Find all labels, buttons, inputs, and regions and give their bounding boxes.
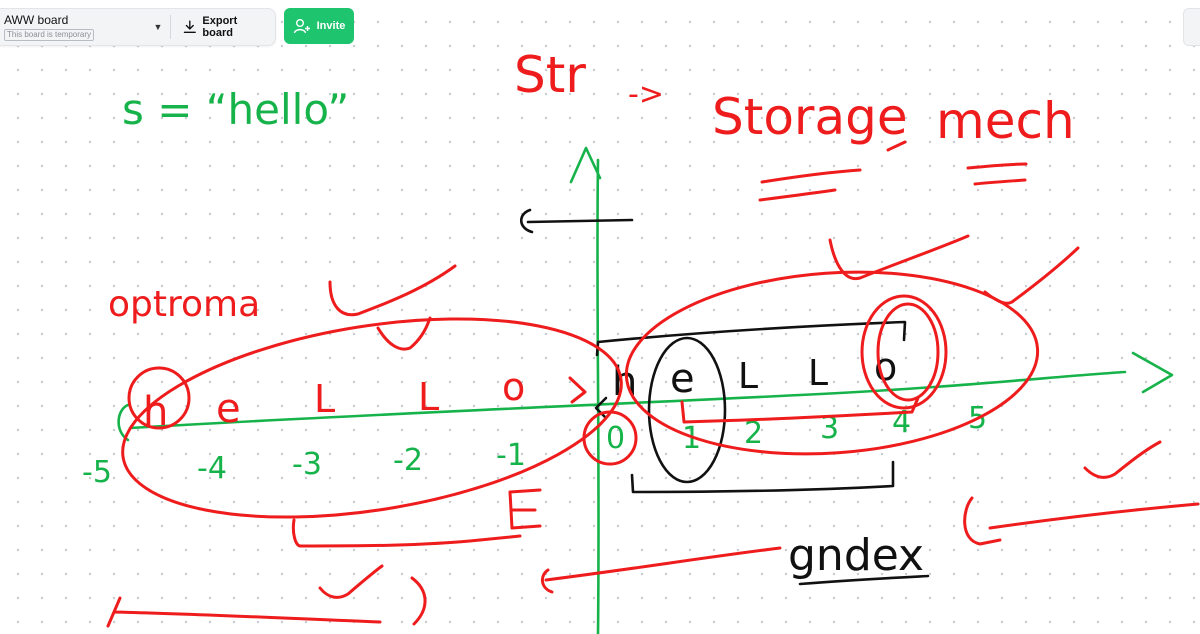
pos-index-4: 4	[892, 405, 911, 440]
zero-arrow-red	[568, 376, 587, 404]
horizontal-axis	[128, 370, 1127, 430]
mech-underline-1	[966, 162, 1028, 170]
optional-label: optroma	[108, 284, 260, 325]
add-user-icon	[293, 19, 310, 34]
tick-left-top	[328, 264, 457, 317]
download-icon	[183, 20, 196, 34]
zero-circle	[582, 410, 638, 466]
pos-index-1: 1	[682, 421, 701, 456]
board-name-selector[interactable]: AWW board This board is temporary	[0, 13, 150, 41]
tick-left-mid	[376, 316, 432, 351]
pos-index-0: 0	[606, 421, 625, 456]
neg-index-4: -4	[197, 451, 227, 486]
mech-label: mech	[936, 92, 1075, 150]
right-letter-l2: L	[808, 353, 828, 394]
right-letter-l1: L	[738, 356, 758, 397]
arrow-bottom-left	[106, 596, 382, 628]
o-circle	[860, 294, 948, 410]
index-underline	[798, 574, 930, 586]
str-arrow: ->	[628, 77, 664, 112]
range-underline	[680, 396, 920, 424]
zero-arrow	[594, 396, 608, 420]
chevron-down-icon[interactable]: ▼	[153, 22, 163, 32]
left-letter-o: o	[502, 365, 525, 409]
left-arrow	[519, 208, 634, 234]
highlight-e-ellipse	[647, 336, 727, 484]
temporary-badge: This board is temporary	[4, 29, 95, 41]
corner-tool-button[interactable]	[1183, 8, 1200, 46]
neg-index-1: -1	[496, 438, 526, 473]
horizontal-axis-arrowhead	[1131, 351, 1174, 394]
dash-mark	[886, 140, 907, 152]
neg-index-5: -5	[82, 455, 112, 490]
storage-underline-1	[760, 168, 862, 184]
toolbar-divider	[169, 15, 171, 39]
vertical-axis	[596, 158, 600, 634]
tick-top	[828, 234, 970, 281]
neg-index-2: -2	[393, 443, 423, 478]
left-negative-ellipse	[121, 317, 623, 519]
top-bracket	[595, 320, 907, 357]
arrow-right-bottom	[963, 496, 1200, 546]
board-toolbar: AWW board This board is temporary ▼ Expo…	[0, 8, 276, 46]
export-board-label: Export board	[202, 15, 238, 39]
left-letter-e: e	[216, 386, 241, 432]
h-circle	[127, 366, 191, 430]
pos-index-3: 3	[820, 411, 839, 446]
o-circle-inner	[876, 302, 940, 402]
invite-button[interactable]: Invite	[284, 8, 354, 44]
board-title: AWW board	[4, 13, 69, 27]
bottom-bracket	[630, 460, 895, 494]
bracket-bottom-left	[291, 518, 522, 548]
tick-top-right	[983, 246, 1080, 305]
right-letter-e: e	[670, 356, 695, 402]
left-letter-l2: L	[418, 375, 439, 419]
right-positive-ellipse	[624, 270, 1040, 456]
e-shape	[508, 488, 542, 530]
storage-label: Storage	[712, 88, 908, 146]
str-label: Str	[514, 46, 586, 104]
invite-label: Invite	[316, 20, 346, 32]
tick-bottom	[318, 564, 384, 599]
mech-underline-2	[973, 178, 1027, 186]
export-board-button[interactable]: Export board	[177, 9, 275, 45]
arrow-left-long	[541, 546, 782, 594]
neg-index-3: -3	[292, 447, 322, 482]
storage-underline-2	[758, 188, 837, 202]
string-definition: s = “hello”	[122, 85, 349, 134]
paren-bottom	[410, 576, 427, 626]
left-letter-l1: L	[314, 377, 335, 421]
pos-index-2: 2	[744, 416, 763, 451]
right-letter-o: o	[874, 345, 897, 389]
tick-right-side	[1083, 440, 1162, 479]
index-label: gndex	[788, 530, 924, 581]
vertical-axis-arrowhead	[569, 146, 602, 184]
